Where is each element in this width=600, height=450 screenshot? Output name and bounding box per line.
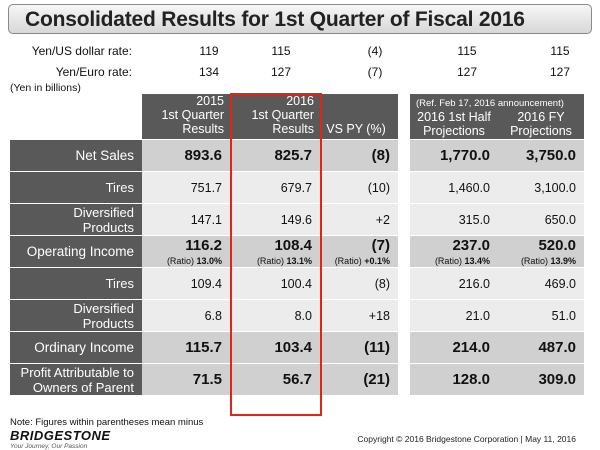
cell-2016: 56.7 — [230, 364, 320, 396]
euro-rate-vs: (7) — [367, 65, 383, 79]
cell-fy: 3,750.0 — [498, 140, 584, 172]
bridgestone-logo: BRIDGESTONE Your Journey, Our Passion — [10, 428, 111, 450]
cell-fy: 469.0 — [498, 268, 584, 300]
euro-rate-2015: 134 — [198, 65, 220, 79]
row-ordinary-income: Ordinary Income 115.7 103.4 (11) 214.0 4… — [10, 332, 584, 364]
cell-2015: 147.1 — [142, 204, 230, 236]
header-half: 2016 1st Half Projections — [417, 109, 491, 138]
copyright: Copyright © 2016 Bridgestone Corporation… — [357, 434, 576, 444]
row-operating-income-diversified: Diversified Products 6.8 8.0 +18 21.0 51… — [10, 300, 584, 332]
cell-2016: 100.4 — [230, 268, 320, 300]
cell-vs: (7) (Ratio) +0.1% — [320, 236, 398, 268]
row-label: Operating Income — [10, 236, 142, 268]
cell-fy: 520.0 (Ratio) 13.9% — [498, 236, 584, 268]
row-label: Ordinary Income — [10, 332, 142, 364]
cell-2015: 109.4 — [142, 268, 230, 300]
row-net-sales-diversified: Diversified Products 147.1 149.6 +2 315.… — [10, 204, 584, 236]
cell-fy: 650.0 — [498, 204, 584, 236]
cell-vs: (8) — [320, 268, 398, 300]
cell-2016: 103.4 — [230, 332, 320, 364]
title-bar: Consolidated Results for 1st Quarter of … — [8, 4, 592, 34]
cell-half: 216.0 — [410, 268, 498, 300]
cell-fy: 487.0 — [498, 332, 584, 364]
usd-rate-fy: 115 — [550, 44, 570, 58]
row-label: Tires — [66, 268, 142, 300]
cell-half: 214.0 — [410, 332, 498, 364]
usd-rate-vs: (4) — [367, 44, 383, 58]
cell-vs: (10) — [320, 172, 398, 204]
header-ref-note: (Ref. Feb 17, 2016 announcement) — [416, 97, 564, 109]
row-label: Diversified Products — [66, 300, 142, 332]
header-row: 2015 1st Quarter Results 2016 1st Quarter Re… — [10, 94, 584, 140]
cell-2016: 679.7 — [230, 172, 320, 204]
row-operating-income: Operating Income 116.2 (Ratio) 13.0% 108… — [10, 236, 584, 268]
header-vs-py: VS PY (%) — [320, 94, 398, 140]
header-2015: 2015 1st Quarter Results — [142, 94, 230, 140]
usd-rate-2015: 119 — [199, 44, 219, 58]
cell-half: 128.0 — [410, 364, 498, 396]
cell-2015: 115.7 — [142, 332, 230, 364]
row-net-sales-tires: Tires 751.7 679.7 (10) 1,460.0 3,100.0 — [10, 172, 584, 204]
row-operating-income-tires: Tires 109.4 100.4 (8) 216.0 469.0 — [10, 268, 584, 300]
cell-half: 315.0 — [410, 204, 498, 236]
cell-2015: 893.6 — [142, 140, 230, 172]
usd-rate-2016: 115 — [271, 44, 291, 58]
cell-fy: 309.0 — [498, 364, 584, 396]
cell-2015: 116.2 (Ratio) 13.0% — [142, 236, 230, 268]
row-label: Tires — [66, 172, 142, 204]
cell-vs: (21) — [320, 364, 398, 396]
usd-rate-half: 115 — [457, 44, 477, 58]
cell-vs: (11) — [320, 332, 398, 364]
cell-half: 21.0 — [410, 300, 498, 332]
usd-rate-label: Yen/US dollar rate: — [31, 44, 132, 58]
footnote: Note: Figures within parentheses mean mi… — [10, 417, 204, 428]
cell-vs: (8) — [320, 140, 398, 172]
cell-vs: +2 — [320, 204, 398, 236]
usd-rate-row: Yen/US dollar rate: 119 115 (4) 115 115 — [0, 42, 600, 60]
logo-brand: BRIDGESTONE — [10, 428, 111, 443]
logo-tagline: Your Journey, Our Passion — [10, 443, 88, 450]
cell-2015: 71.5 — [142, 364, 230, 396]
cell-half: 237.0 (Ratio) 13.4% — [410, 236, 498, 268]
cell-fy: 3,100.0 — [498, 172, 584, 204]
row-label: Profit Attributable to Owners of Parent — [10, 364, 142, 396]
row-label: Diversified Products — [66, 204, 142, 236]
euro-rate-fy: 127 — [549, 65, 571, 79]
euro-rate-2016: 127 — [270, 65, 292, 79]
cell-2016: 8.0 — [230, 300, 320, 332]
euro-rate-row: Yen/Euro rate: 134 127 (7) 127 127 — [0, 63, 600, 81]
cell-vs: +18 — [320, 300, 398, 332]
results-table: 2015 1st Quarter Results 2016 1st Quarter Re… — [10, 94, 584, 396]
slide-title: Consolidated Results for 1st Quarter of … — [25, 8, 525, 31]
cell-half: 1,770.0 — [410, 140, 498, 172]
header-projections: (Ref. Feb 17, 2016 announcement) 2016 1s… — [410, 94, 584, 140]
cell-fy: 51.0 — [498, 300, 584, 332]
unit-note: (Yen in billions) — [10, 82, 81, 94]
header-2016: 2016 1st Quarter Results — [230, 94, 320, 140]
euro-rate-half: 127 — [456, 65, 478, 79]
cell-2016: 825.7 — [230, 140, 320, 172]
cell-2016: 149.6 — [230, 204, 320, 236]
row-label: Net Sales — [10, 140, 142, 172]
cell-2016: 108.4 (Ratio) 13.1% — [230, 236, 320, 268]
row-net-sales: Net Sales 893.6 825.7 (8) 1,770.0 3,750.… — [10, 140, 584, 172]
euro-rate-label: Yen/Euro rate: — [55, 65, 132, 79]
row-profit-attributable: Profit Attributable to Owners of Parent … — [10, 364, 584, 396]
cell-2015: 6.8 — [142, 300, 230, 332]
cell-half: 1,460.0 — [410, 172, 498, 204]
header-fy: 2016 FY Projections — [510, 109, 572, 138]
cell-2015: 751.7 — [142, 172, 230, 204]
